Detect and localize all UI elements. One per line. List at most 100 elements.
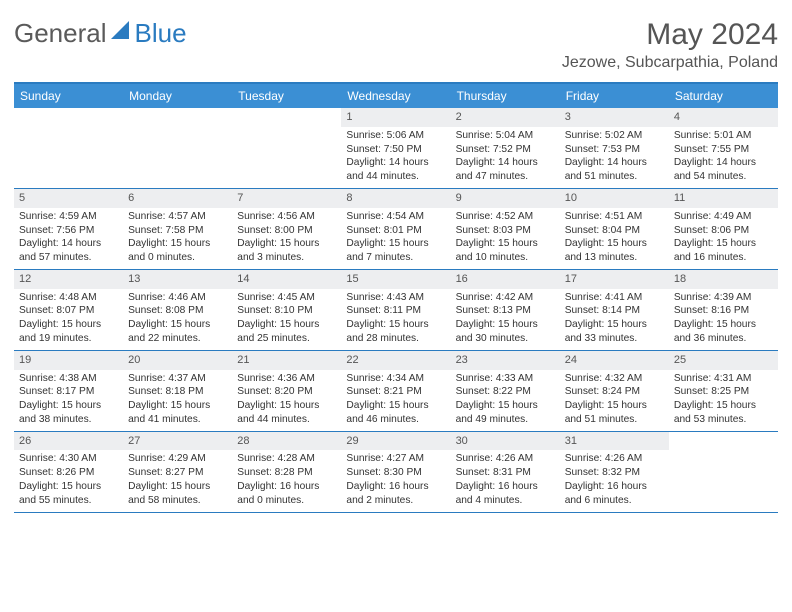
day-cell: 30Sunrise: 4:26 AMSunset: 8:31 PMDayligh… [451, 432, 560, 512]
day-cell: 12Sunrise: 4:48 AMSunset: 8:07 PMDayligh… [14, 270, 123, 350]
daylight-text: Daylight: 15 hours and 58 minutes. [128, 480, 227, 508]
day-number: 20 [123, 351, 232, 370]
day-cell-body: Sunrise: 4:52 AMSunset: 8:03 PMDaylight:… [451, 209, 560, 269]
daylight-text: Daylight: 15 hours and 33 minutes. [565, 318, 664, 346]
sunset-text: Sunset: 8:17 PM [19, 385, 118, 399]
sunset-text: Sunset: 8:16 PM [674, 304, 773, 318]
sunrise-text: Sunrise: 5:02 AM [565, 129, 664, 143]
day-number: 21 [232, 351, 341, 370]
daylight-text: Daylight: 14 hours and 57 minutes. [19, 237, 118, 265]
daylight-text: Daylight: 16 hours and 2 minutes. [346, 480, 445, 508]
day-cell-body: Sunrise: 4:54 AMSunset: 8:01 PMDaylight:… [341, 209, 450, 269]
day-number: 23 [451, 351, 560, 370]
daylight-text: Daylight: 14 hours and 51 minutes. [565, 156, 664, 184]
day-cell: 26Sunrise: 4:30 AMSunset: 8:26 PMDayligh… [14, 432, 123, 512]
day-cell: 10Sunrise: 4:51 AMSunset: 8:04 PMDayligh… [560, 189, 669, 269]
day-number: 3 [560, 108, 669, 127]
daylight-text: Daylight: 15 hours and 25 minutes. [237, 318, 336, 346]
day-cell: 6 Sunrise: 4:57 AMSunset: 7:58 PMDaylight… [123, 189, 232, 269]
sunset-text: Sunset: 8:11 PM [346, 304, 445, 318]
day-number: 16 [451, 270, 560, 289]
sunrise-text: Sunrise: 5:06 AM [346, 129, 445, 143]
day-cell: 7Sunrise: 4:56 AMSunset: 8:00 PMDaylight… [232, 189, 341, 269]
sunset-text: Sunset: 8:13 PM [456, 304, 555, 318]
logo: General Blue [14, 18, 187, 49]
header: General Blue May 2024 Jezowe, Subcarpath… [14, 18, 778, 72]
day-header: Tuesday [232, 84, 341, 108]
week-row: 26Sunrise: 4:30 AMSunset: 8:26 PMDayligh… [14, 432, 778, 513]
day-cell: 8Sunrise: 4:54 AMSunset: 8:01 PMDaylight… [341, 189, 450, 269]
day-cell-body: Sunrise: 4:45 AMSunset: 8:10 PMDaylight:… [232, 290, 341, 350]
daylight-text: Daylight: 15 hours and 10 minutes. [456, 237, 555, 265]
sunrise-text: Sunrise: 4:29 AM [128, 452, 227, 466]
day-cell-body: Sunrise: 4:36 AMSunset: 8:20 PMDaylight:… [232, 371, 341, 431]
sunrise-text: Sunrise: 4:48 AM [19, 291, 118, 305]
day-cell: 25Sunrise: 4:31 AMSunset: 8:25 PMDayligh… [669, 351, 778, 431]
day-cell-body: Sunrise: 4:33 AMSunset: 8:22 PMDaylight:… [451, 371, 560, 431]
daylight-text: Daylight: 14 hours and 44 minutes. [346, 156, 445, 184]
daylight-text: Daylight: 15 hours and 19 minutes. [19, 318, 118, 346]
day-number: 19 [14, 351, 123, 370]
sunset-text: Sunset: 8:03 PM [456, 224, 555, 238]
sunset-text: Sunset: 8:31 PM [456, 466, 555, 480]
day-cell: 16Sunrise: 4:42 AMSunset: 8:13 PMDayligh… [451, 270, 560, 350]
sunrise-text: Sunrise: 4:57 AM [128, 210, 227, 224]
sunset-text: Sunset: 8:10 PM [237, 304, 336, 318]
sunrise-text: Sunrise: 5:04 AM [456, 129, 555, 143]
sunset-text: Sunset: 8:18 PM [128, 385, 227, 399]
daylight-text: Daylight: 15 hours and 0 minutes. [128, 237, 227, 265]
day-number: 18 [669, 270, 778, 289]
sunrise-text: Sunrise: 4:46 AM [128, 291, 227, 305]
day-cell-body: Sunrise: 4:26 AMSunset: 8:32 PMDaylight:… [560, 451, 669, 511]
logo-text-1: General [14, 18, 107, 49]
sunset-text: Sunset: 7:53 PM [565, 143, 664, 157]
day-number: 13 [123, 270, 232, 289]
day-number: 2 [451, 108, 560, 127]
day-cell: 22Sunrise: 4:34 AMSunset: 8:21 PMDayligh… [341, 351, 450, 431]
day-cell-body: Sunrise: 4:26 AMSunset: 8:31 PMDaylight:… [451, 451, 560, 511]
title-block: May 2024 Jezowe, Subcarpathia, Poland [562, 18, 778, 72]
sunrise-text: Sunrise: 4:33 AM [456, 372, 555, 386]
day-cell-body: Sunrise: 4:29 AMSunset: 8:27 PMDaylight:… [123, 451, 232, 511]
day-header-row: SundayMondayTuesdayWednesdayThursdayFrid… [14, 84, 778, 108]
day-cell: 31Sunrise: 4:26 AMSunset: 8:32 PMDayligh… [560, 432, 669, 512]
sunrise-text: Sunrise: 4:43 AM [346, 291, 445, 305]
sunset-text: Sunset: 7:58 PM [128, 224, 227, 238]
sunrise-text: Sunrise: 4:28 AM [237, 452, 336, 466]
day-cell: 27Sunrise: 4:29 AMSunset: 8:27 PMDayligh… [123, 432, 232, 512]
sunrise-text: Sunrise: 4:38 AM [19, 372, 118, 386]
sunset-text: Sunset: 8:00 PM [237, 224, 336, 238]
day-cell-body: Sunrise: 4:46 AMSunset: 8:08 PMDaylight:… [123, 290, 232, 350]
day-cell: 23Sunrise: 4:33 AMSunset: 8:22 PMDayligh… [451, 351, 560, 431]
daylight-text: Daylight: 15 hours and 55 minutes. [19, 480, 118, 508]
day-cell-body: Sunrise: 4:31 AMSunset: 8:25 PMDaylight:… [669, 371, 778, 431]
sunrise-text: Sunrise: 4:42 AM [456, 291, 555, 305]
day-cell: 2Sunrise: 5:04 AMSunset: 7:52 PMDaylight… [451, 108, 560, 188]
day-header: Thursday [451, 84, 560, 108]
week-row: 19 Sunrise: 4:38 AMSunset: 8:17 PM Dayligh… [14, 351, 778, 432]
sunset-text: Sunset: 8:07 PM [19, 304, 118, 318]
day-number: 6 [123, 189, 232, 208]
day-cell: . [669, 432, 778, 512]
day-cell: 28Sunrise: 4:28 AMSunset: 8:28 PMDayligh… [232, 432, 341, 512]
daylight-text: Daylight: 15 hours and 13 minutes. [565, 237, 664, 265]
daylight-text: Daylight: 16 hours and 6 minutes. [565, 480, 664, 508]
day-header: Sunday [14, 84, 123, 108]
day-cell-body: Sunrise: 4:42 AMSunset: 8:13 PMDaylight:… [451, 290, 560, 350]
daylight-text: Daylight: 15 hours and 46 minutes. [346, 399, 445, 427]
daylight-text: Daylight: 14 hours and 54 minutes. [674, 156, 773, 184]
sunrise-text: Sunrise: 4:51 AM [565, 210, 664, 224]
day-cell-body: Sunrise: 4:41 AMSunset: 8:14 PMDaylight:… [560, 290, 669, 350]
daylight-text: Daylight: 15 hours and 49 minutes. [456, 399, 555, 427]
day-number: 14 [232, 270, 341, 289]
sunset-text: Sunset: 8:06 PM [674, 224, 773, 238]
logo-sail-icon [111, 21, 133, 47]
day-number: 29 [341, 432, 450, 451]
day-number: 26 [14, 432, 123, 451]
sunset-text: Sunset: 8:08 PM [128, 304, 227, 318]
day-cell-body: Sunrise: 4:30 AMSunset: 8:26 PMDaylight:… [14, 451, 123, 511]
sunrise-text: Sunrise: 4:34 AM [346, 372, 445, 386]
day-cell-body: Sunrise: 4:51 AMSunset: 8:04 PMDaylight:… [560, 209, 669, 269]
day-cell: 18Sunrise: 4:39 AMSunset: 8:16 PMDayligh… [669, 270, 778, 350]
day-cell-body: Sunrise: 4:43 AMSunset: 8:11 PMDaylight:… [341, 290, 450, 350]
